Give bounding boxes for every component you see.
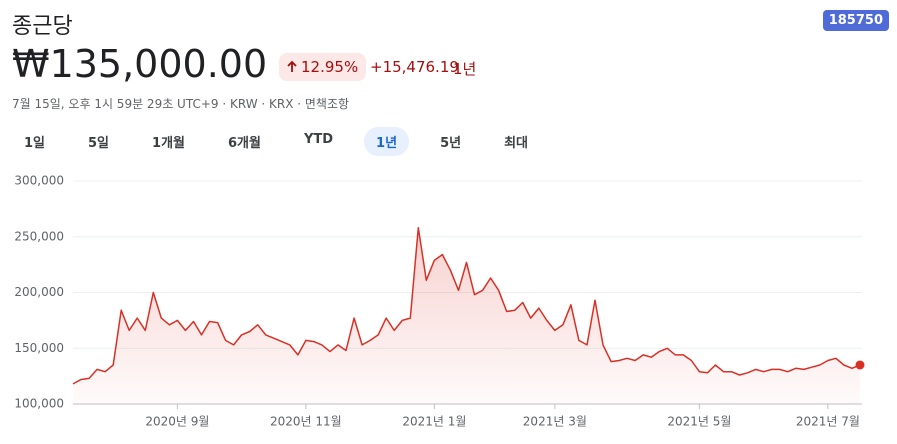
range-button[interactable]: YTD [303,132,334,147]
x-tick-label: 2021년 5월 [667,415,731,429]
ticker-badge: 185750 [822,10,889,31]
x-tick-label: 2021년 3월 [523,415,587,429]
price: ₩135,000.00 [12,42,268,86]
range-button[interactable]: 6개월 [228,136,261,151]
y-tick-label: 100,000 [14,397,64,411]
range-button[interactable]: 5일 [88,136,110,151]
range-button[interactable]: 1일 [24,136,46,151]
range-button[interactable]: 1년 [364,127,410,156]
x-tick-label: 2021년 7월 [796,415,860,429]
x-tick-label: 2021년 1월 [402,415,466,429]
price-line [72,227,861,385]
x-tick-label: 2020년 11월 [270,415,342,429]
y-tick-label: 250,000 [14,229,64,243]
stock-title: 종근당 [12,14,73,39]
range-button[interactable]: 최대 [504,136,528,151]
y-tick-label: 150,000 [14,341,64,355]
change-amount: +15,476.19 [370,58,459,76]
change-pill: 12.95% [279,53,367,81]
range-selector: 1일 5일 1개월 6개월 YTD 1년 5년 최대 [12,127,559,156]
range-button[interactable]: 1개월 [152,136,185,151]
x-tick-label: 2020년 9월 [145,415,209,429]
y-tick-label: 300,000 [14,174,64,188]
last-point [855,360,865,370]
up-arrow [287,60,297,72]
range-button[interactable]: 5년 [440,136,462,151]
area [73,227,860,404]
y-tick-label: 200,000 [14,285,64,299]
change-percent: 12.95% [301,58,359,76]
change-period: 1년 [453,60,477,78]
meta-info: 7월 15일, 오후 1시 59분 29초 UTC+9 · KRW · KRX … [12,97,350,111]
